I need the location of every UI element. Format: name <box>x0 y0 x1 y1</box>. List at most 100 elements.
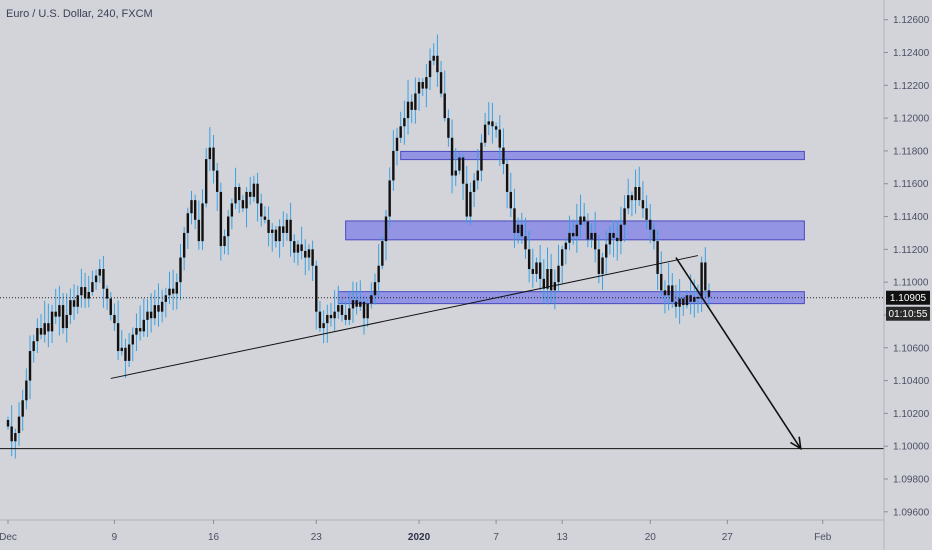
y-tick-label: 1.12400 <box>893 48 930 59</box>
candle-body <box>39 328 43 335</box>
zone-rect[interactable] <box>345 220 805 241</box>
candle-body <box>627 195 630 209</box>
candle-body <box>227 216 230 237</box>
candle-body <box>76 295 79 307</box>
candle-body <box>597 249 601 274</box>
candle-body <box>491 121 494 127</box>
candle-body <box>682 298 685 306</box>
candle-body <box>384 216 388 242</box>
candle-body <box>179 257 182 283</box>
trendline[interactable] <box>110 255 699 379</box>
candle-body <box>116 323 120 352</box>
candle-body <box>616 237 619 242</box>
candle-body <box>6 419 10 427</box>
candle-body <box>505 164 509 192</box>
candle-body <box>531 269 535 274</box>
candle-body <box>171 288 175 294</box>
candle-body <box>557 265 560 283</box>
candle-body <box>326 314 329 324</box>
price-axis[interactable]: 1.12600 1.12400 1.12200 1.12000 1.11800 1.116… <box>884 15 930 518</box>
candle-body <box>641 200 645 209</box>
candle-body <box>568 232 571 243</box>
candle-body <box>278 226 281 242</box>
candle-body <box>149 311 153 319</box>
zone-rect[interactable] <box>400 150 805 161</box>
candle-body <box>351 300 355 309</box>
candle-body <box>414 93 417 110</box>
candle-body <box>311 249 314 266</box>
candle-body <box>322 323 325 329</box>
candle-body <box>271 229 274 233</box>
candle-body <box>571 232 575 237</box>
candle-body <box>667 285 670 296</box>
candle-body <box>267 219 270 233</box>
y-tick-label: 1.11200 <box>893 245 929 256</box>
candle-body <box>94 275 98 283</box>
candle-body <box>520 224 523 237</box>
y-tick-label: 1.11600 <box>893 179 929 190</box>
candle-body <box>594 232 597 250</box>
forecast-arrow[interactable] <box>675 257 802 450</box>
candle-body <box>212 147 215 171</box>
candle-body <box>487 121 490 125</box>
candle-body <box>674 301 678 307</box>
candle-body <box>120 347 123 352</box>
candle-body <box>483 124 487 143</box>
candle-body <box>109 298 112 315</box>
candle-body <box>263 216 267 220</box>
candle-body <box>421 82 424 89</box>
candle-body <box>663 290 667 296</box>
arrow-head-icon <box>790 436 802 451</box>
candle-body <box>425 77 428 89</box>
candle-body <box>164 295 168 302</box>
candle-body <box>465 183 468 217</box>
candle-body <box>14 433 17 442</box>
candle-body <box>80 287 83 296</box>
candle-body <box>102 269 105 289</box>
time-axis[interactable]: Dec 9 16 23 2020 7 13 20 27 Feb <box>0 520 832 543</box>
y-tick-label: 1.10600 <box>893 343 930 354</box>
price-tags: 1.10905 01:10:55 <box>886 290 930 321</box>
chart-title: Euro / U.S. Dollar, 240, FXCM <box>6 8 153 20</box>
candle-body <box>502 147 505 165</box>
x-tick-label: 16 <box>208 532 220 543</box>
candle-body <box>142 319 145 332</box>
candle-body <box>392 150 395 181</box>
candle-body <box>72 300 76 307</box>
candle-body <box>208 147 212 160</box>
candle-body <box>329 314 333 319</box>
candle-body <box>17 416 21 434</box>
candle-body <box>450 137 454 176</box>
current-price-tag <box>886 290 930 305</box>
candle-body <box>355 300 358 307</box>
candle-body <box>560 249 564 266</box>
y-tick-label: 1.11800 <box>893 146 929 157</box>
candle-body <box>201 203 204 242</box>
candle-body <box>619 224 623 242</box>
candle-body <box>135 328 138 335</box>
candle-body <box>549 269 553 291</box>
candle-body <box>153 305 156 319</box>
candle-body <box>186 213 190 233</box>
x-tick-label: 20 <box>645 532 657 543</box>
candle-body <box>282 226 285 233</box>
x-tick-label: 27 <box>722 532 734 543</box>
candle-body <box>204 159 208 204</box>
candle-body <box>373 282 377 296</box>
candle-body <box>678 298 681 307</box>
candle-body <box>256 183 259 204</box>
candle-body <box>612 232 615 238</box>
candle-body <box>10 426 13 442</box>
candle-body <box>61 305 65 329</box>
candle-body <box>370 295 373 304</box>
candle-body <box>43 323 46 335</box>
candle-body <box>553 282 557 291</box>
candle-body <box>498 129 501 148</box>
candle-body <box>509 191 512 209</box>
candle-body <box>307 249 311 258</box>
y-tick-label: 1.12000 <box>893 114 930 125</box>
current-price-value: 1.10905 <box>890 293 927 304</box>
candle-body <box>113 314 116 324</box>
candle-body <box>175 282 179 294</box>
